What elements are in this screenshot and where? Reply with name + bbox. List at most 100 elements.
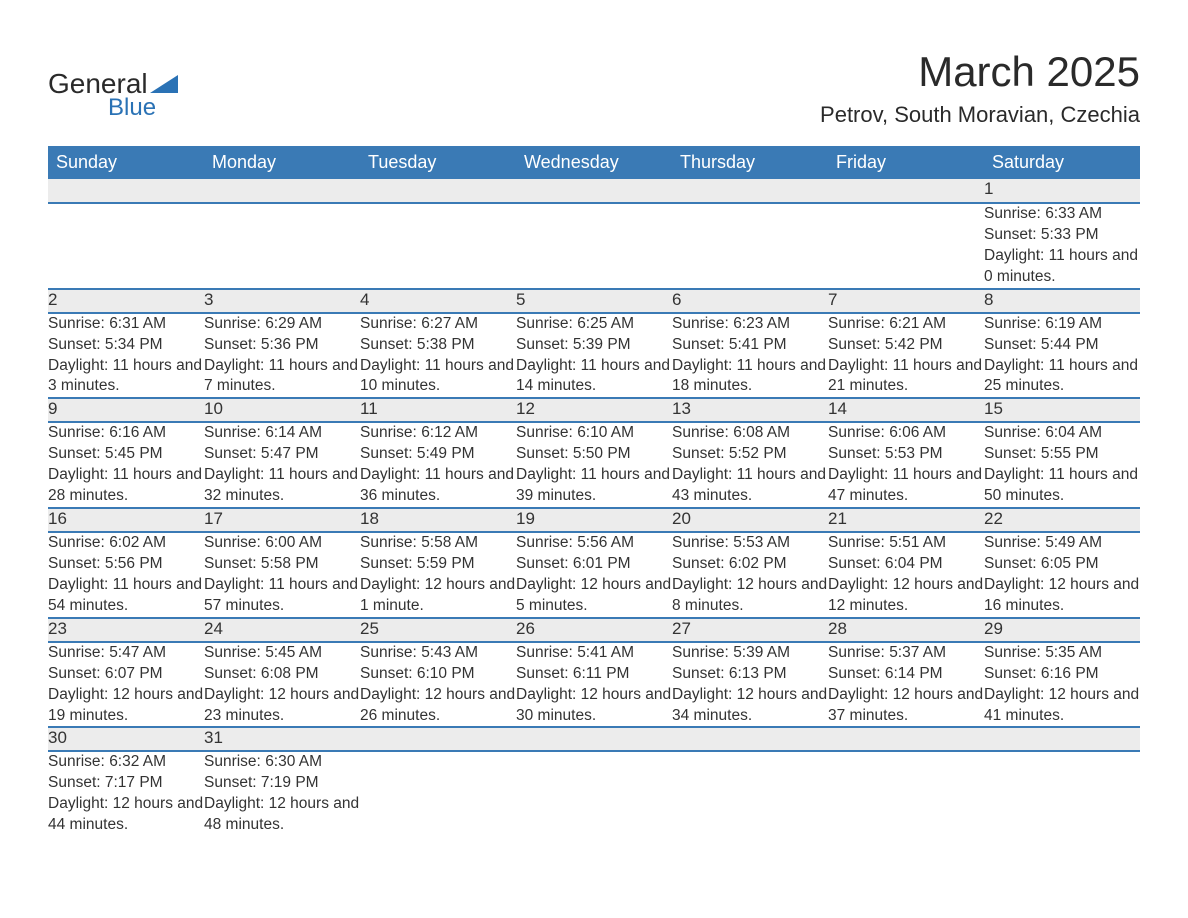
daylight-line: Daylight: 12 hours and 44 minutes.: [48, 794, 204, 836]
sunrise-value: 6:19 AM: [1045, 315, 1102, 332]
sunrise-line: Sunrise: 6:27 AM: [360, 314, 516, 335]
sunset-line: Sunset: 5:58 PM: [204, 554, 360, 575]
month-title: March 2025: [820, 48, 1140, 96]
day-number: 10: [204, 398, 360, 422]
sunrise-value: 6:27 AM: [421, 315, 478, 332]
daylight-line: Daylight: 11 hours and 43 minutes.: [672, 465, 828, 507]
daylight-label: Daylight:: [828, 576, 888, 593]
sunset-value: 5:45 PM: [105, 445, 163, 462]
daylight-label: Daylight:: [516, 686, 576, 703]
sunrise-line: Sunrise: 6:14 AM: [204, 423, 360, 444]
sunrise-value: 6:31 AM: [109, 315, 166, 332]
sunset-value: 5:44 PM: [1041, 336, 1099, 353]
weekday-monday: Monday: [204, 146, 360, 179]
daylight-line: Daylight: 11 hours and 25 minutes.: [984, 356, 1140, 398]
day-number-blank: [828, 179, 984, 203]
sunset-label: Sunset:: [672, 665, 725, 682]
daylight-label: Daylight:: [360, 576, 420, 593]
day-number: 29: [984, 618, 1140, 642]
day-number: 4: [360, 289, 516, 313]
daylight-label: Daylight:: [204, 686, 264, 703]
sunrise-label: Sunrise:: [204, 753, 261, 770]
sunset-line: Sunset: 6:01 PM: [516, 554, 672, 575]
sunrise-label: Sunrise:: [984, 424, 1041, 441]
sunset-line: Sunset: 5:34 PM: [48, 335, 204, 356]
sunrise-label: Sunrise:: [984, 205, 1041, 222]
sunrise-line: Sunrise: 6:08 AM: [672, 423, 828, 444]
daylight-line: Daylight: 12 hours and 41 minutes.: [984, 685, 1140, 727]
day-number: 2: [48, 289, 204, 313]
content-row: Sunrise: 6:02 AMSunset: 5:56 PMDaylight:…: [48, 532, 1140, 618]
calendar-cell: Sunrise: 6:21 AMSunset: 5:42 PMDaylight:…: [828, 313, 984, 399]
sunset-value: 5:53 PM: [885, 445, 943, 462]
day-number: 1: [984, 179, 1140, 203]
calendar-cell: Sunrise: 6:19 AMSunset: 5:44 PMDaylight:…: [984, 313, 1140, 399]
sunrise-line: Sunrise: 6:04 AM: [984, 423, 1140, 444]
sunset-label: Sunset:: [828, 665, 881, 682]
sunset-line: Sunset: 6:10 PM: [360, 664, 516, 685]
daynum-row: 1: [48, 179, 1140, 203]
sunrise-label: Sunrise:: [516, 315, 573, 332]
sunset-line: Sunset: 6:14 PM: [828, 664, 984, 685]
sunset-label: Sunset:: [360, 445, 413, 462]
sunset-value: 5:49 PM: [417, 445, 475, 462]
sunrise-value: 6:02 AM: [109, 534, 166, 551]
daylight-label: Daylight:: [984, 466, 1044, 483]
calendar-cell-blank: [516, 203, 672, 289]
sunset-label: Sunset:: [48, 665, 101, 682]
sunrise-line: Sunrise: 6:23 AM: [672, 314, 828, 335]
sunset-line: Sunset: 5:36 PM: [204, 335, 360, 356]
day-number-blank: [516, 179, 672, 203]
sunrise-line: Sunrise: 6:30 AM: [204, 752, 360, 773]
sunrise-label: Sunrise:: [828, 644, 885, 661]
calendar-cell: Sunrise: 6:29 AMSunset: 5:36 PMDaylight:…: [204, 313, 360, 399]
daylight-line: Daylight: 12 hours and 48 minutes.: [204, 794, 360, 836]
sunset-line: Sunset: 5:38 PM: [360, 335, 516, 356]
calendar-cell: Sunrise: 6:12 AMSunset: 5:49 PMDaylight:…: [360, 422, 516, 508]
sunrise-line: Sunrise: 6:32 AM: [48, 752, 204, 773]
daylight-label: Daylight:: [360, 686, 420, 703]
daylight-line: Daylight: 11 hours and 10 minutes.: [360, 356, 516, 398]
sunrise-label: Sunrise:: [672, 315, 729, 332]
calendar-cell-blank: [828, 751, 984, 836]
sunset-line: Sunset: 5:59 PM: [360, 554, 516, 575]
sunset-label: Sunset:: [48, 336, 101, 353]
daylight-line: Daylight: 11 hours and 47 minutes.: [828, 465, 984, 507]
page-header: General Blue March 2025 Petrov, South Mo…: [48, 48, 1140, 138]
calendar-cell-blank: [672, 203, 828, 289]
daylight-line: Daylight: 11 hours and 28 minutes.: [48, 465, 204, 507]
sunset-value: 5:58 PM: [261, 555, 319, 572]
daylight-line: Daylight: 11 hours and 57 minutes.: [204, 575, 360, 617]
day-number: 3: [204, 289, 360, 313]
sunset-line: Sunset: 5:33 PM: [984, 225, 1140, 246]
calendar-cell: Sunrise: 6:31 AMSunset: 5:34 PMDaylight:…: [48, 313, 204, 399]
daylight-label: Daylight:: [48, 357, 108, 374]
day-number-blank: [516, 727, 672, 751]
sunrise-line: Sunrise: 6:29 AM: [204, 314, 360, 335]
daylight-label: Daylight:: [204, 466, 264, 483]
sunrise-line: Sunrise: 5:37 AM: [828, 643, 984, 664]
sunrise-value: 5:58 AM: [421, 534, 478, 551]
sunset-line: Sunset: 5:44 PM: [984, 335, 1140, 356]
sunrise-label: Sunrise:: [672, 424, 729, 441]
daynum-row: 23242526272829: [48, 618, 1140, 642]
sunrise-line: Sunrise: 5:41 AM: [516, 643, 672, 664]
sunrise-label: Sunrise:: [828, 424, 885, 441]
weekday-friday: Friday: [828, 146, 984, 179]
sunset-label: Sunset:: [360, 336, 413, 353]
sunrise-value: 5:51 AM: [889, 534, 946, 551]
day-number: 26: [516, 618, 672, 642]
sunrise-label: Sunrise:: [828, 534, 885, 551]
sunset-line: Sunset: 6:13 PM: [672, 664, 828, 685]
calendar-cell-blank: [360, 203, 516, 289]
sunrise-value: 5:56 AM: [577, 534, 634, 551]
day-number: 23: [48, 618, 204, 642]
calendar-cell-blank: [672, 751, 828, 836]
sunrise-line: Sunrise: 6:25 AM: [516, 314, 672, 335]
daylight-label: Daylight:: [48, 686, 108, 703]
day-number: 24: [204, 618, 360, 642]
day-number: 12: [516, 398, 672, 422]
sunrise-line: Sunrise: 5:47 AM: [48, 643, 204, 664]
sunrise-value: 6:32 AM: [109, 753, 166, 770]
calendar-cell: Sunrise: 6:30 AMSunset: 7:19 PMDaylight:…: [204, 751, 360, 836]
